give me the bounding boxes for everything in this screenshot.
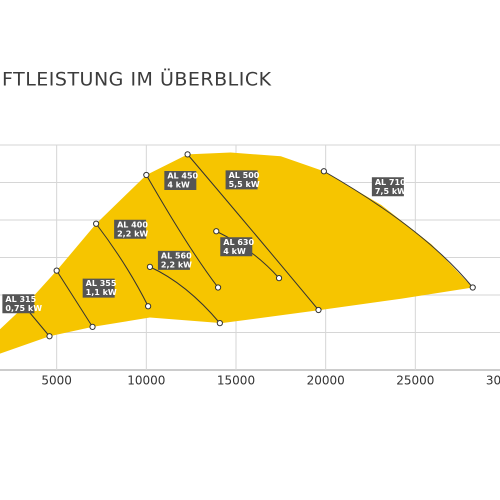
curve-point bbox=[184, 151, 191, 158]
series-power: 2,2 kW bbox=[161, 260, 192, 269]
x-tick-label: 30000 bbox=[486, 374, 500, 388]
model-curve bbox=[187, 154, 319, 311]
series-power: 2,2 kW bbox=[117, 229, 148, 238]
series-power: 4 kW bbox=[167, 181, 190, 190]
curve-point bbox=[216, 320, 223, 327]
model-curve bbox=[56, 270, 93, 328]
x-tick-label: 5000 bbox=[41, 374, 72, 388]
label-box bbox=[371, 177, 404, 197]
series-name: AL 710 bbox=[375, 178, 406, 187]
chart-title: FTLEISTUNG IM ÜBERBLICK bbox=[2, 68, 272, 91]
series-name: AL 560 bbox=[161, 251, 192, 260]
curve-point bbox=[275, 275, 283, 282]
series-power: 7,5 kW bbox=[375, 187, 406, 196]
label-box bbox=[220, 237, 253, 257]
model-curve bbox=[149, 266, 221, 324]
label-box bbox=[82, 278, 115, 298]
model-curve bbox=[145, 174, 219, 288]
model-curve bbox=[323, 170, 474, 288]
series-power: 5,5 kW bbox=[229, 180, 260, 189]
series-power: 1,1 kW bbox=[86, 288, 117, 297]
curve-point bbox=[145, 303, 152, 310]
label-box bbox=[164, 171, 197, 190]
series-power: 4 kW bbox=[223, 247, 246, 256]
curve-point bbox=[214, 284, 222, 291]
series-name: AL 315 bbox=[5, 295, 36, 304]
curve-point bbox=[89, 323, 96, 330]
x-tick-label: 20000 bbox=[307, 374, 345, 388]
model-curve bbox=[95, 223, 149, 307]
x-tick-label: 15000 bbox=[217, 374, 255, 388]
label-box bbox=[2, 294, 35, 314]
series-name: AL 400 bbox=[117, 220, 148, 229]
label-box bbox=[114, 219, 147, 239]
series-name: AL 355 bbox=[86, 279, 117, 288]
curve-point bbox=[146, 263, 154, 270]
label-box bbox=[157, 250, 190, 270]
curve-point bbox=[46, 333, 53, 340]
curve-point bbox=[53, 267, 60, 274]
x-tick-label: 25000 bbox=[396, 374, 434, 388]
series-name: AL 450 bbox=[167, 172, 198, 181]
curve-point bbox=[315, 306, 322, 314]
series-power: 0,75 kW bbox=[5, 304, 42, 313]
series-name: AL 500 bbox=[229, 171, 260, 180]
curve-point bbox=[320, 168, 327, 175]
label-box bbox=[225, 170, 258, 190]
curve-point bbox=[469, 284, 476, 291]
curve-point bbox=[93, 220, 100, 227]
x-tick-label: 10000 bbox=[127, 374, 165, 388]
curve-point bbox=[143, 171, 150, 179]
curve-point bbox=[213, 228, 220, 235]
series-name: AL 630 bbox=[223, 238, 254, 247]
